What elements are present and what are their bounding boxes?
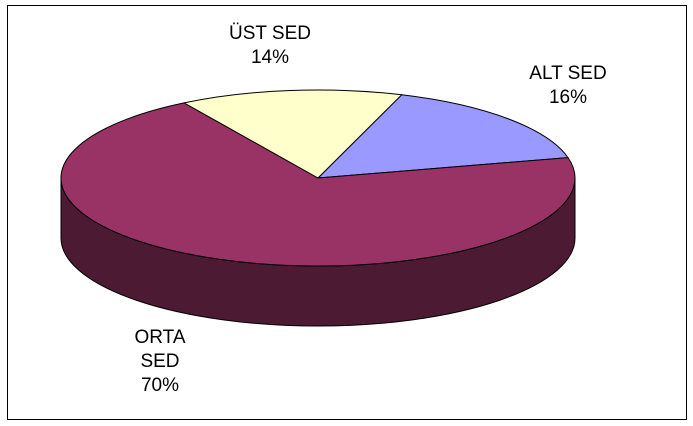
- category-label: ALT SED: [529, 63, 607, 84]
- pie-slice: [316, 94, 569, 179]
- value-label: 16%: [548, 87, 588, 108]
- pie-slice: [182, 89, 403, 179]
- value-label: 14%: [250, 47, 290, 68]
- data-label: ALT SED 16%: [518, 62, 618, 110]
- category-label: ORTA SED: [134, 327, 186, 372]
- data-label: ÜST SED 14%: [205, 22, 335, 70]
- value-label: 70%: [140, 375, 180, 396]
- data-label: ORTA SED 70%: [120, 326, 200, 398]
- category-label: ÜST SED: [228, 23, 311, 44]
- pie-slice: [60, 102, 576, 267]
